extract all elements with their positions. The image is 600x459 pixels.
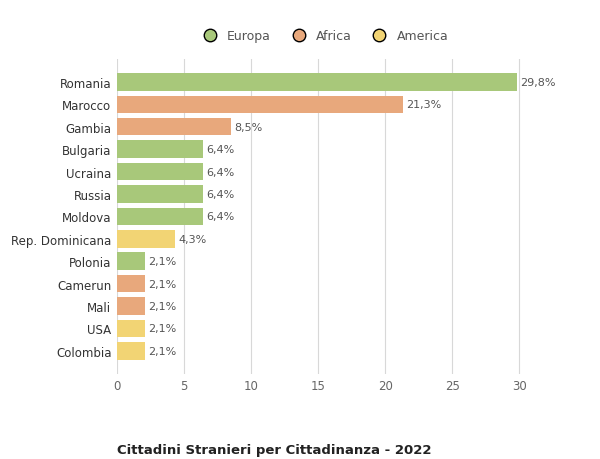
- Bar: [117, 342, 145, 360]
- Text: 6,4%: 6,4%: [206, 212, 235, 222]
- Text: 2,1%: 2,1%: [149, 257, 177, 267]
- Text: 6,4%: 6,4%: [206, 167, 235, 177]
- Bar: [117, 119, 231, 136]
- Bar: [117, 96, 403, 114]
- Bar: [117, 141, 203, 158]
- Text: 2,1%: 2,1%: [149, 279, 177, 289]
- Text: 4,3%: 4,3%: [178, 234, 206, 244]
- Legend: Europa, Africa, America: Europa, Africa, America: [192, 25, 454, 48]
- Bar: [117, 74, 517, 91]
- Bar: [117, 163, 203, 181]
- Bar: [117, 208, 203, 226]
- Bar: [117, 320, 145, 337]
- Text: 2,1%: 2,1%: [149, 346, 177, 356]
- Bar: [117, 297, 145, 315]
- Text: 2,1%: 2,1%: [149, 324, 177, 334]
- Text: 2,1%: 2,1%: [149, 302, 177, 311]
- Text: 21,3%: 21,3%: [406, 100, 441, 110]
- Text: 6,4%: 6,4%: [206, 145, 235, 155]
- Bar: [117, 253, 145, 270]
- Text: 6,4%: 6,4%: [206, 190, 235, 200]
- Text: Cittadini Stranieri per Cittadinanza - 2022: Cittadini Stranieri per Cittadinanza - 2…: [117, 443, 431, 456]
- Bar: [117, 275, 145, 293]
- Text: 8,5%: 8,5%: [235, 123, 263, 132]
- Bar: [117, 186, 203, 203]
- Text: 29,8%: 29,8%: [520, 78, 556, 88]
- Bar: [117, 230, 175, 248]
